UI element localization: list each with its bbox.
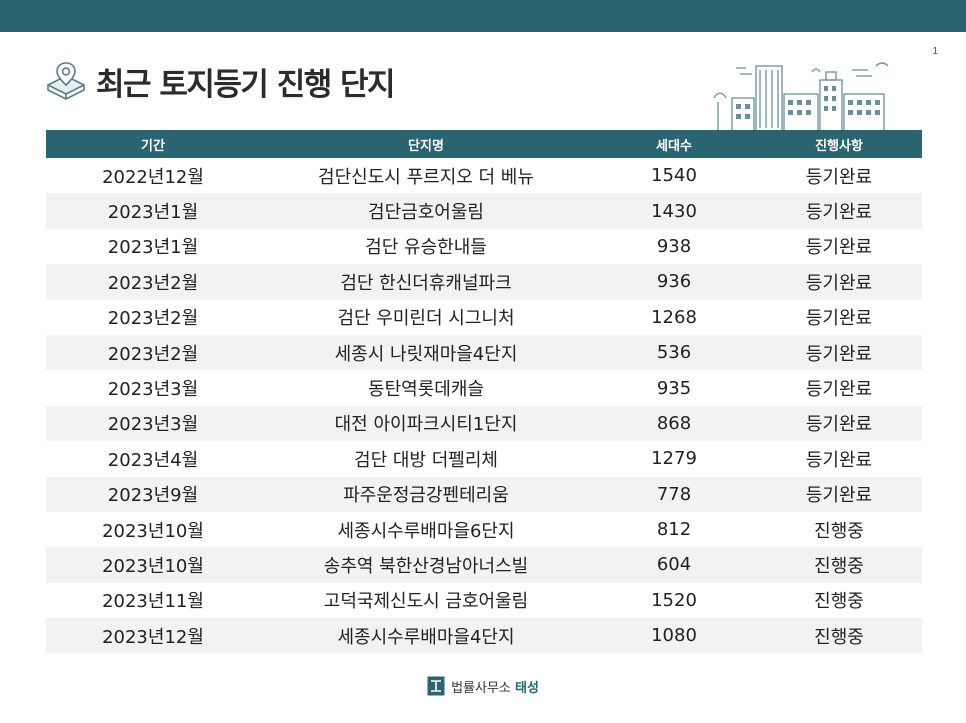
- table-body: 2022년12월 검단신도시 푸르지오 더 베뉴 1540 등기완료 2023년1월 검단…: [46, 158, 922, 654]
- cell-complex-name: 세종시 나릿재마을4단지: [334, 343, 518, 365]
- cell-status: 진행중: [814, 555, 864, 577]
- cell-households: 935: [656, 377, 692, 399]
- title-area: 최근 토지등기 진행 단지: [44, 58, 396, 104]
- cell-status: 진행중: [814, 520, 864, 542]
- cell-complex-name: 검단 유승한내들: [365, 237, 487, 259]
- complex-table: 기간 단지명 세대수 진행사항 2022년12월 검단신도시 푸르지오 더 베뉴 1…: [46, 130, 922, 654]
- cell-status: 등기완료: [805, 237, 873, 259]
- cell-households: 1520: [651, 589, 697, 611]
- cell-period: 2023년10월: [102, 555, 204, 577]
- cell-households: 868: [656, 412, 692, 434]
- cell-status: 진행중: [814, 591, 864, 613]
- cell-period: 2023년1월: [107, 237, 199, 259]
- table-row: 2023년1월 검단금호어울림 1430 등기완료: [46, 193, 922, 229]
- cell-households: 1080: [651, 625, 697, 647]
- table-row: 2023년10월 세종시수루배마을6단지 812 진행중: [46, 512, 922, 547]
- cell-period: 2022년12월: [102, 166, 204, 188]
- cell-complex-name: 검단 우미린더 시그니처: [337, 308, 515, 330]
- cell-households: 812: [656, 519, 692, 541]
- cell-complex-name: 검단 대방 더펠리체: [354, 449, 498, 471]
- cell-period: 2023년4월: [107, 449, 199, 471]
- header-period: 기간: [141, 138, 165, 154]
- map-pin-box-icon: [47, 62, 85, 100]
- cell-status: 등기완료: [805, 272, 873, 294]
- cell-complex-name: 동탄역롯데캐슬: [368, 379, 484, 401]
- table-row: 2023년3월 대전 아이파크시티1단지 868 등기완료: [46, 405, 922, 442]
- cell-complex-name: 세종시수루배마을4단지: [337, 626, 515, 648]
- cell-period: 2023년10월: [102, 520, 204, 542]
- slide-number: 1: [932, 46, 938, 57]
- firm-logo-icon: [427, 676, 445, 696]
- cell-period: 2023년9월: [107, 485, 199, 507]
- cell-households: 778: [656, 483, 692, 505]
- cell-complex-name: 검단 한신더휴캐널파크: [340, 272, 512, 294]
- cell-status: 등기완료: [805, 449, 873, 471]
- header-status: 진행사항: [815, 138, 863, 154]
- table-row: 2023년11월 고덕국제신도시 금호어울림 1520 진행중: [46, 583, 922, 618]
- table-row: 2023년2월 세종시 나릿재마을4단지 536 등기완료: [46, 334, 922, 371]
- table-row: 2023년1월 검단 유승한내들 938 등기완료: [46, 229, 922, 264]
- cell-complex-name: 검단금호어울림: [368, 202, 484, 224]
- cell-complex-name: 송추역 북한산경남아너스빌: [323, 555, 529, 577]
- table-row: 2023년12월 세종시수루배마을4단지 1080 진행중: [46, 618, 922, 654]
- cell-households: 938: [656, 235, 692, 257]
- table-row: 2023년9월 파주운정금강펜테리움 778 등기완료: [46, 476, 922, 512]
- cell-complex-name: 대전 아이파크시티1단지: [334, 414, 518, 436]
- cell-period: 2023년2월: [107, 343, 199, 365]
- cell-complex-name: 고덕국제신도시 금호어울림: [323, 591, 529, 613]
- cell-status: 등기완료: [805, 379, 873, 401]
- cell-households: 936: [656, 271, 692, 293]
- cell-complex-name: 파주운정금강펜테리움: [343, 485, 509, 507]
- table-row: 2023년10월 송추역 북한산경남아너스빌 604 진행중: [46, 547, 922, 583]
- cell-complex-name: 세종시수루배마을6단지: [337, 520, 515, 542]
- cell-period: 2023년3월: [107, 379, 199, 401]
- table-row: 2023년2월 검단 한신더휴캐널파크 936 등기완료: [46, 264, 922, 300]
- cell-status: 진행중: [814, 626, 864, 648]
- table-header: 기간 단지명 세대수 진행사항: [46, 130, 922, 158]
- footer-logo: 법률사무소 태성: [0, 676, 966, 696]
- cell-households: 1430: [651, 200, 697, 222]
- cell-period: 2023년2월: [107, 308, 199, 330]
- cell-status: 등기완료: [805, 343, 873, 365]
- cell-period: 2023년2월: [107, 272, 199, 294]
- firm-prefix: 법률사무소: [451, 680, 511, 696]
- cell-households: 604: [656, 554, 692, 576]
- cell-status: 등기완료: [805, 166, 873, 188]
- cell-period: 2023년11월: [102, 591, 204, 613]
- header-complex-name: 단지명: [408, 138, 444, 154]
- cell-complex-name: 검단신도시 푸르지오 더 베뉴: [318, 166, 534, 188]
- table-row: 2023년4월 검단 대방 더펠리체 1279 등기완료: [46, 441, 922, 476]
- table-row: 2023년3월 동탄역롯데캐슬 935 등기완료: [46, 370, 922, 405]
- cell-households: 1279: [651, 448, 697, 470]
- top-banner: [0, 0, 966, 32]
- page-title: 최근 토지등기 진행 단지: [96, 66, 396, 103]
- cell-period: 2023년12월: [102, 626, 204, 648]
- cell-status: 등기완료: [805, 414, 873, 436]
- header-households: 세대수: [656, 138, 692, 154]
- cell-status: 등기완료: [805, 485, 873, 507]
- cell-status: 등기완료: [805, 308, 873, 330]
- table-row: 2023년2월 검단 우미린더 시그니처 1268 등기완료: [46, 300, 922, 335]
- cell-households: 536: [656, 342, 692, 364]
- cell-period: 2023년1월: [107, 202, 199, 224]
- cell-households: 1540: [651, 165, 697, 187]
- cell-status: 등기완료: [805, 202, 873, 224]
- city-skyline-icon: [712, 62, 892, 132]
- firm-brand: 태성: [515, 680, 539, 696]
- firm-name: 법률사무소 태성: [451, 677, 539, 696]
- table-row: 2022년12월 검단신도시 푸르지오 더 베뉴 1540 등기완료: [46, 158, 922, 193]
- cell-households: 1268: [651, 306, 697, 328]
- cell-period: 2023년3월: [107, 414, 199, 436]
